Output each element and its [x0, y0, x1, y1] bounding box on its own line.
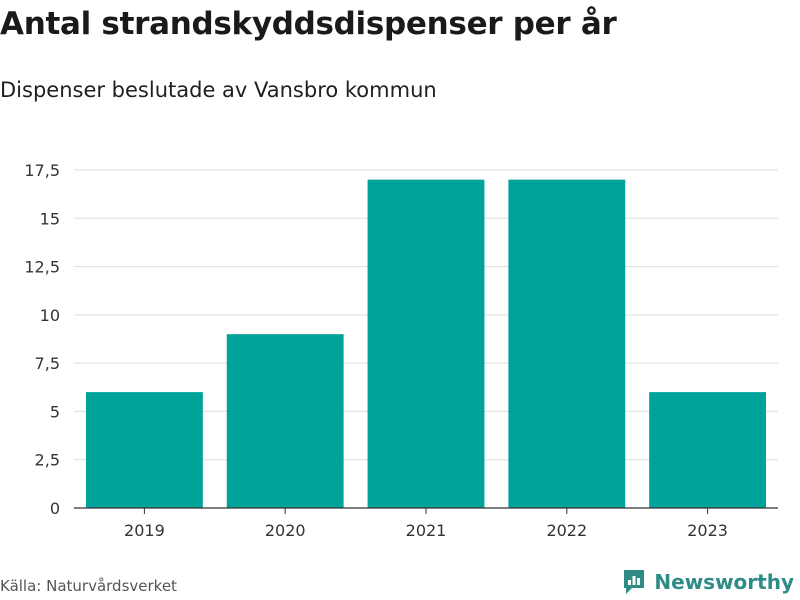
bar-2020 — [226, 334, 344, 508]
x-tick-label: 2022 — [546, 521, 587, 540]
bars — [85, 179, 767, 508]
bar-2022 — [508, 179, 626, 508]
y-tick-label: 5 — [50, 402, 60, 421]
source-note: Källa: Naturvårdsverket — [0, 577, 177, 595]
x-tick-label: 2020 — [265, 521, 306, 540]
chart-subtitle: Dispenser beslutade av Vansbro kommun — [0, 78, 437, 102]
y-tick-label: 7,5 — [35, 354, 60, 373]
brand-logo: Newsworthy — [622, 568, 794, 596]
x-tick-label: 2019 — [124, 521, 165, 540]
x-tick-label: 2021 — [406, 521, 447, 540]
y-axis-ticks: 0 2,5 5 7,5 10 12,5 15 17,5 — [24, 161, 60, 518]
y-tick-label: 10 — [40, 306, 60, 325]
y-tick-label: 12,5 — [24, 258, 60, 277]
newsworthy-logo-icon — [624, 570, 645, 594]
y-tick-label: 17,5 — [24, 161, 60, 180]
bar-2023 — [649, 392, 767, 508]
bar-2019 — [85, 392, 203, 508]
chart-title: Antal strandskyddsdispenser per år — [0, 6, 617, 42]
bar-chart: 0 2,5 5 7,5 10 12,5 15 17,5 2019 2020 2021 2022 202… — [24, 161, 778, 540]
x-axis-ticks: 2019 2020 2021 2022 2023 — [124, 508, 728, 540]
x-tick-label: 2023 — [687, 521, 728, 540]
y-tick-label: 0 — [50, 499, 60, 518]
brand-name: Newsworthy — [654, 570, 794, 594]
bar-2021 — [367, 179, 485, 508]
y-tick-label: 2,5 — [35, 451, 60, 470]
y-tick-label: 15 — [40, 209, 60, 228]
